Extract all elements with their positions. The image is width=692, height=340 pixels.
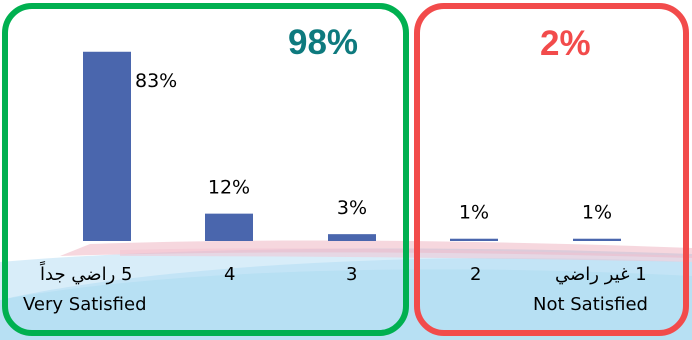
category-3-label: 3 xyxy=(346,264,358,285)
satisfied-total-label: 98% xyxy=(288,23,359,62)
value-label-category-3: 3% xyxy=(337,197,367,219)
category-5-english-label: Very Satisfied xyxy=(23,294,147,315)
category-2-label: 2 xyxy=(470,264,482,285)
satisfied-group-frame xyxy=(2,3,409,336)
not-satisfied-group-frame xyxy=(414,3,689,336)
bar-category-4 xyxy=(205,213,253,241)
category-4-label: 4 xyxy=(224,264,236,285)
value-label-category-4: 12% xyxy=(208,177,250,199)
bar-category-3 xyxy=(328,234,376,241)
category-5-arabic-label: 5 راضي جداً xyxy=(40,264,133,285)
not-satisfied-total-label: 2% xyxy=(540,24,591,63)
bar-category-5 xyxy=(83,51,131,242)
value-label-category-1: 1% xyxy=(582,202,612,224)
swoosh-light-band xyxy=(0,248,692,300)
value-label-category-2: 1% xyxy=(459,202,489,224)
value-label-category-5: 83% xyxy=(135,70,177,92)
category-1-arabic-label: 1 غير راضي xyxy=(555,264,647,285)
category-1-english-label: Not Satisfied xyxy=(533,294,648,315)
bar-category-2 xyxy=(450,238,498,241)
bar-category-1 xyxy=(573,238,621,241)
